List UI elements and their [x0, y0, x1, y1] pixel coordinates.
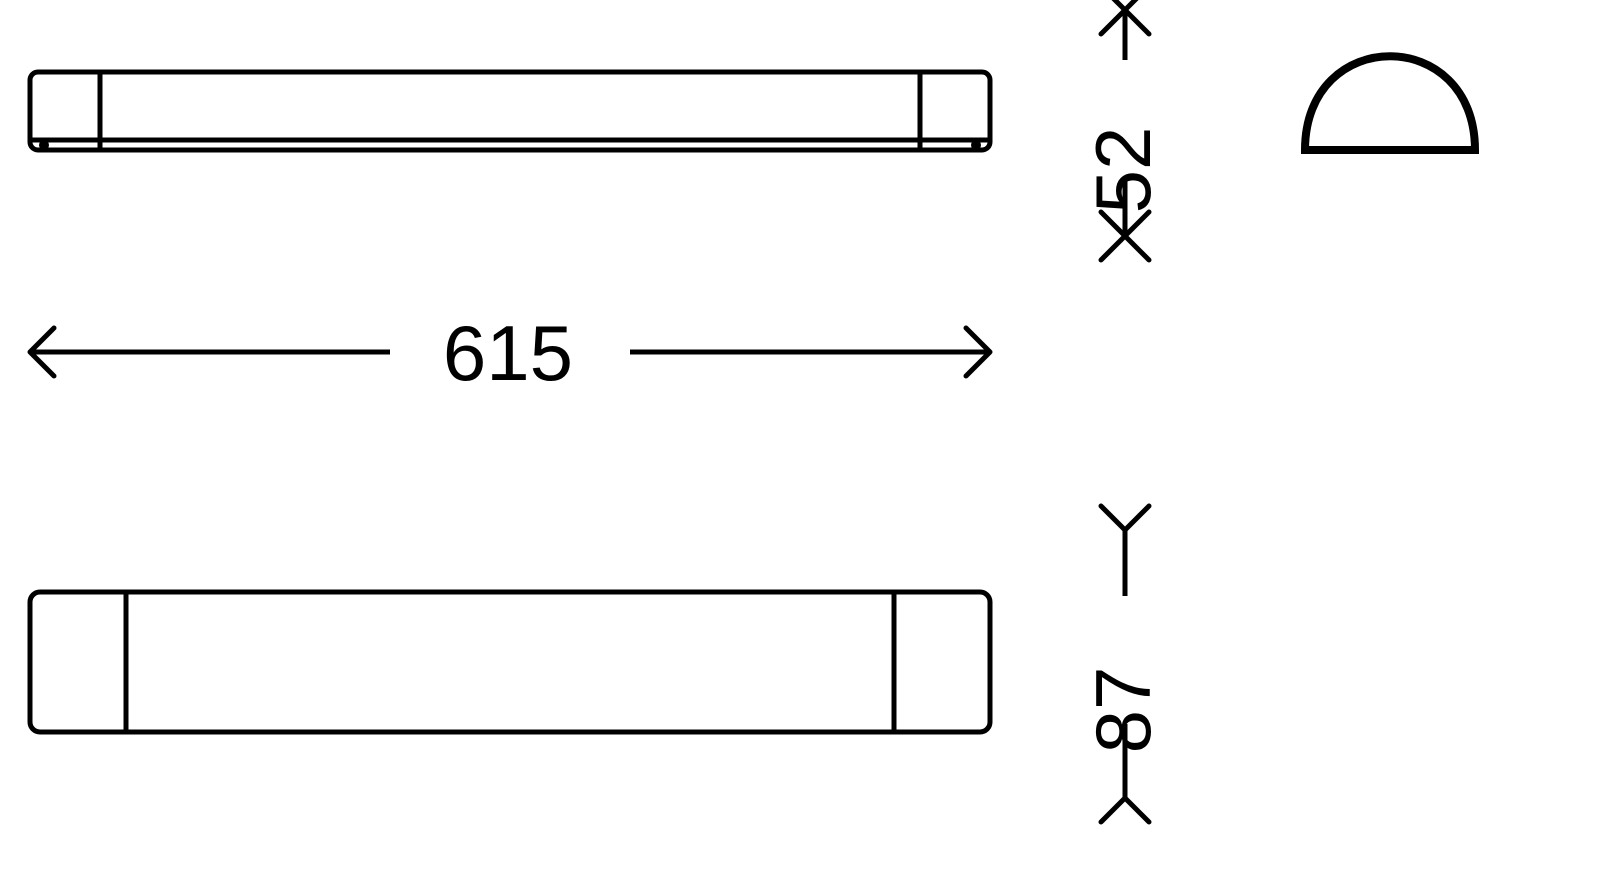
dim-52-value: 52 [1079, 127, 1167, 214]
arrowhead [1101, 506, 1149, 530]
front-foot-right [971, 140, 981, 150]
arrowhead [1101, 236, 1149, 260]
arrowhead [1101, 798, 1149, 822]
dim-length-value: 615 [443, 309, 573, 397]
plan-view-outline [30, 592, 990, 732]
front-foot-left [39, 140, 49, 150]
end-profile [1305, 56, 1475, 150]
dim-87-value: 87 [1079, 667, 1167, 754]
arrowhead [1101, 0, 1149, 10]
